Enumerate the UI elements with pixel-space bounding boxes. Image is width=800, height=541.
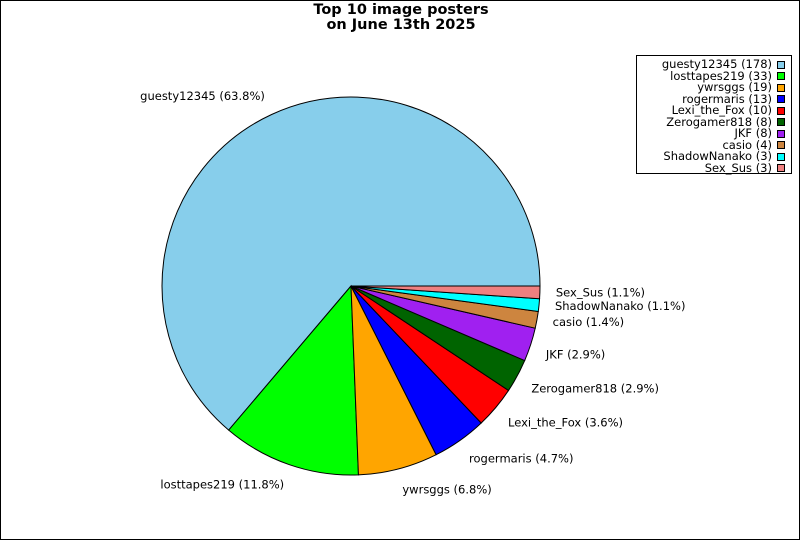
slice-label: losttapes219 (11.8%)	[160, 478, 284, 492]
slice-label: rogermaris (4.7%)	[469, 451, 573, 465]
legend-entry: JKF (8)	[637, 126, 791, 140]
legend-label: ShadowNanako (3)	[663, 149, 772, 163]
legend-label: ywrsggs (19)	[697, 80, 772, 94]
legend-swatch	[777, 83, 785, 92]
legend-entry: Lexi_the_Fox (10)	[637, 103, 791, 117]
slice-label: ywrsggs (6.8%)	[402, 482, 491, 496]
legend-entry: casio (4)	[637, 137, 791, 152]
legend-swatch	[777, 141, 785, 150]
legend-swatch	[777, 72, 785, 81]
legend-swatch	[777, 164, 785, 173]
legend-swatch	[777, 129, 785, 138]
legend-label: losttapes219 (33)	[670, 68, 772, 83]
slice-label: Zerogamer818 (2.9%)	[531, 381, 659, 395]
slice-label: Lexi_the_Fox (3.6%)	[508, 416, 623, 430]
legend-label: Zerogamer818 (8)	[666, 114, 772, 129]
legend-label: casio (4)	[722, 137, 772, 152]
pie-slice-sex-sus	[350, 285, 541, 300]
legend-swatch	[777, 106, 785, 115]
legend-entry: rogermaris (13)	[637, 91, 791, 106]
chart-title-line-1: Top 10 image posters	[313, 2, 489, 18]
slice-label: ShadowNanako (1.1%)	[555, 299, 686, 313]
slice-label: Sex_Sus (1.1%)	[556, 285, 645, 299]
legend-label: rogermaris (13)	[682, 91, 772, 106]
legend-entry: Zerogamer818 (8)	[637, 114, 791, 129]
legend-entry: ShadowNanako (3)	[637, 149, 791, 163]
slice-label: casio (1.4%)	[553, 315, 624, 329]
pie-slice-losttapes219	[227, 284, 359, 476]
legend-swatch	[777, 95, 785, 104]
slice-label: JKF (2.9%)	[545, 347, 605, 361]
legend-entry: Sex_Sus (3)	[637, 160, 791, 175]
chart-title: Top 10 image posters on June 13th 2025	[1, 3, 800, 33]
legend-label: Lexi_the_Fox (10)	[671, 103, 772, 117]
legend-label: guesty12345 (178)	[661, 57, 772, 71]
legend-entry: losttapes219 (33)	[637, 68, 791, 83]
legend: guesty12345 (178) losttapes219 (33) ywrs…	[636, 55, 792, 174]
legend-label: JKF (8)	[734, 126, 773, 140]
legend-entry: ywrsggs (19)	[637, 80, 791, 94]
legend-entry: guesty12345 (178)	[637, 57, 791, 71]
legend-swatch	[777, 152, 785, 161]
legend-label: Sex_Sus (3)	[704, 160, 772, 175]
chart-title-line-2: on June 13th 2025	[326, 17, 476, 33]
legend-swatch	[777, 118, 785, 127]
slice-label: guesty12345 (63.8%)	[140, 89, 265, 103]
legend-swatch	[777, 60, 785, 69]
pie-slice-guesty12345	[161, 96, 541, 431]
